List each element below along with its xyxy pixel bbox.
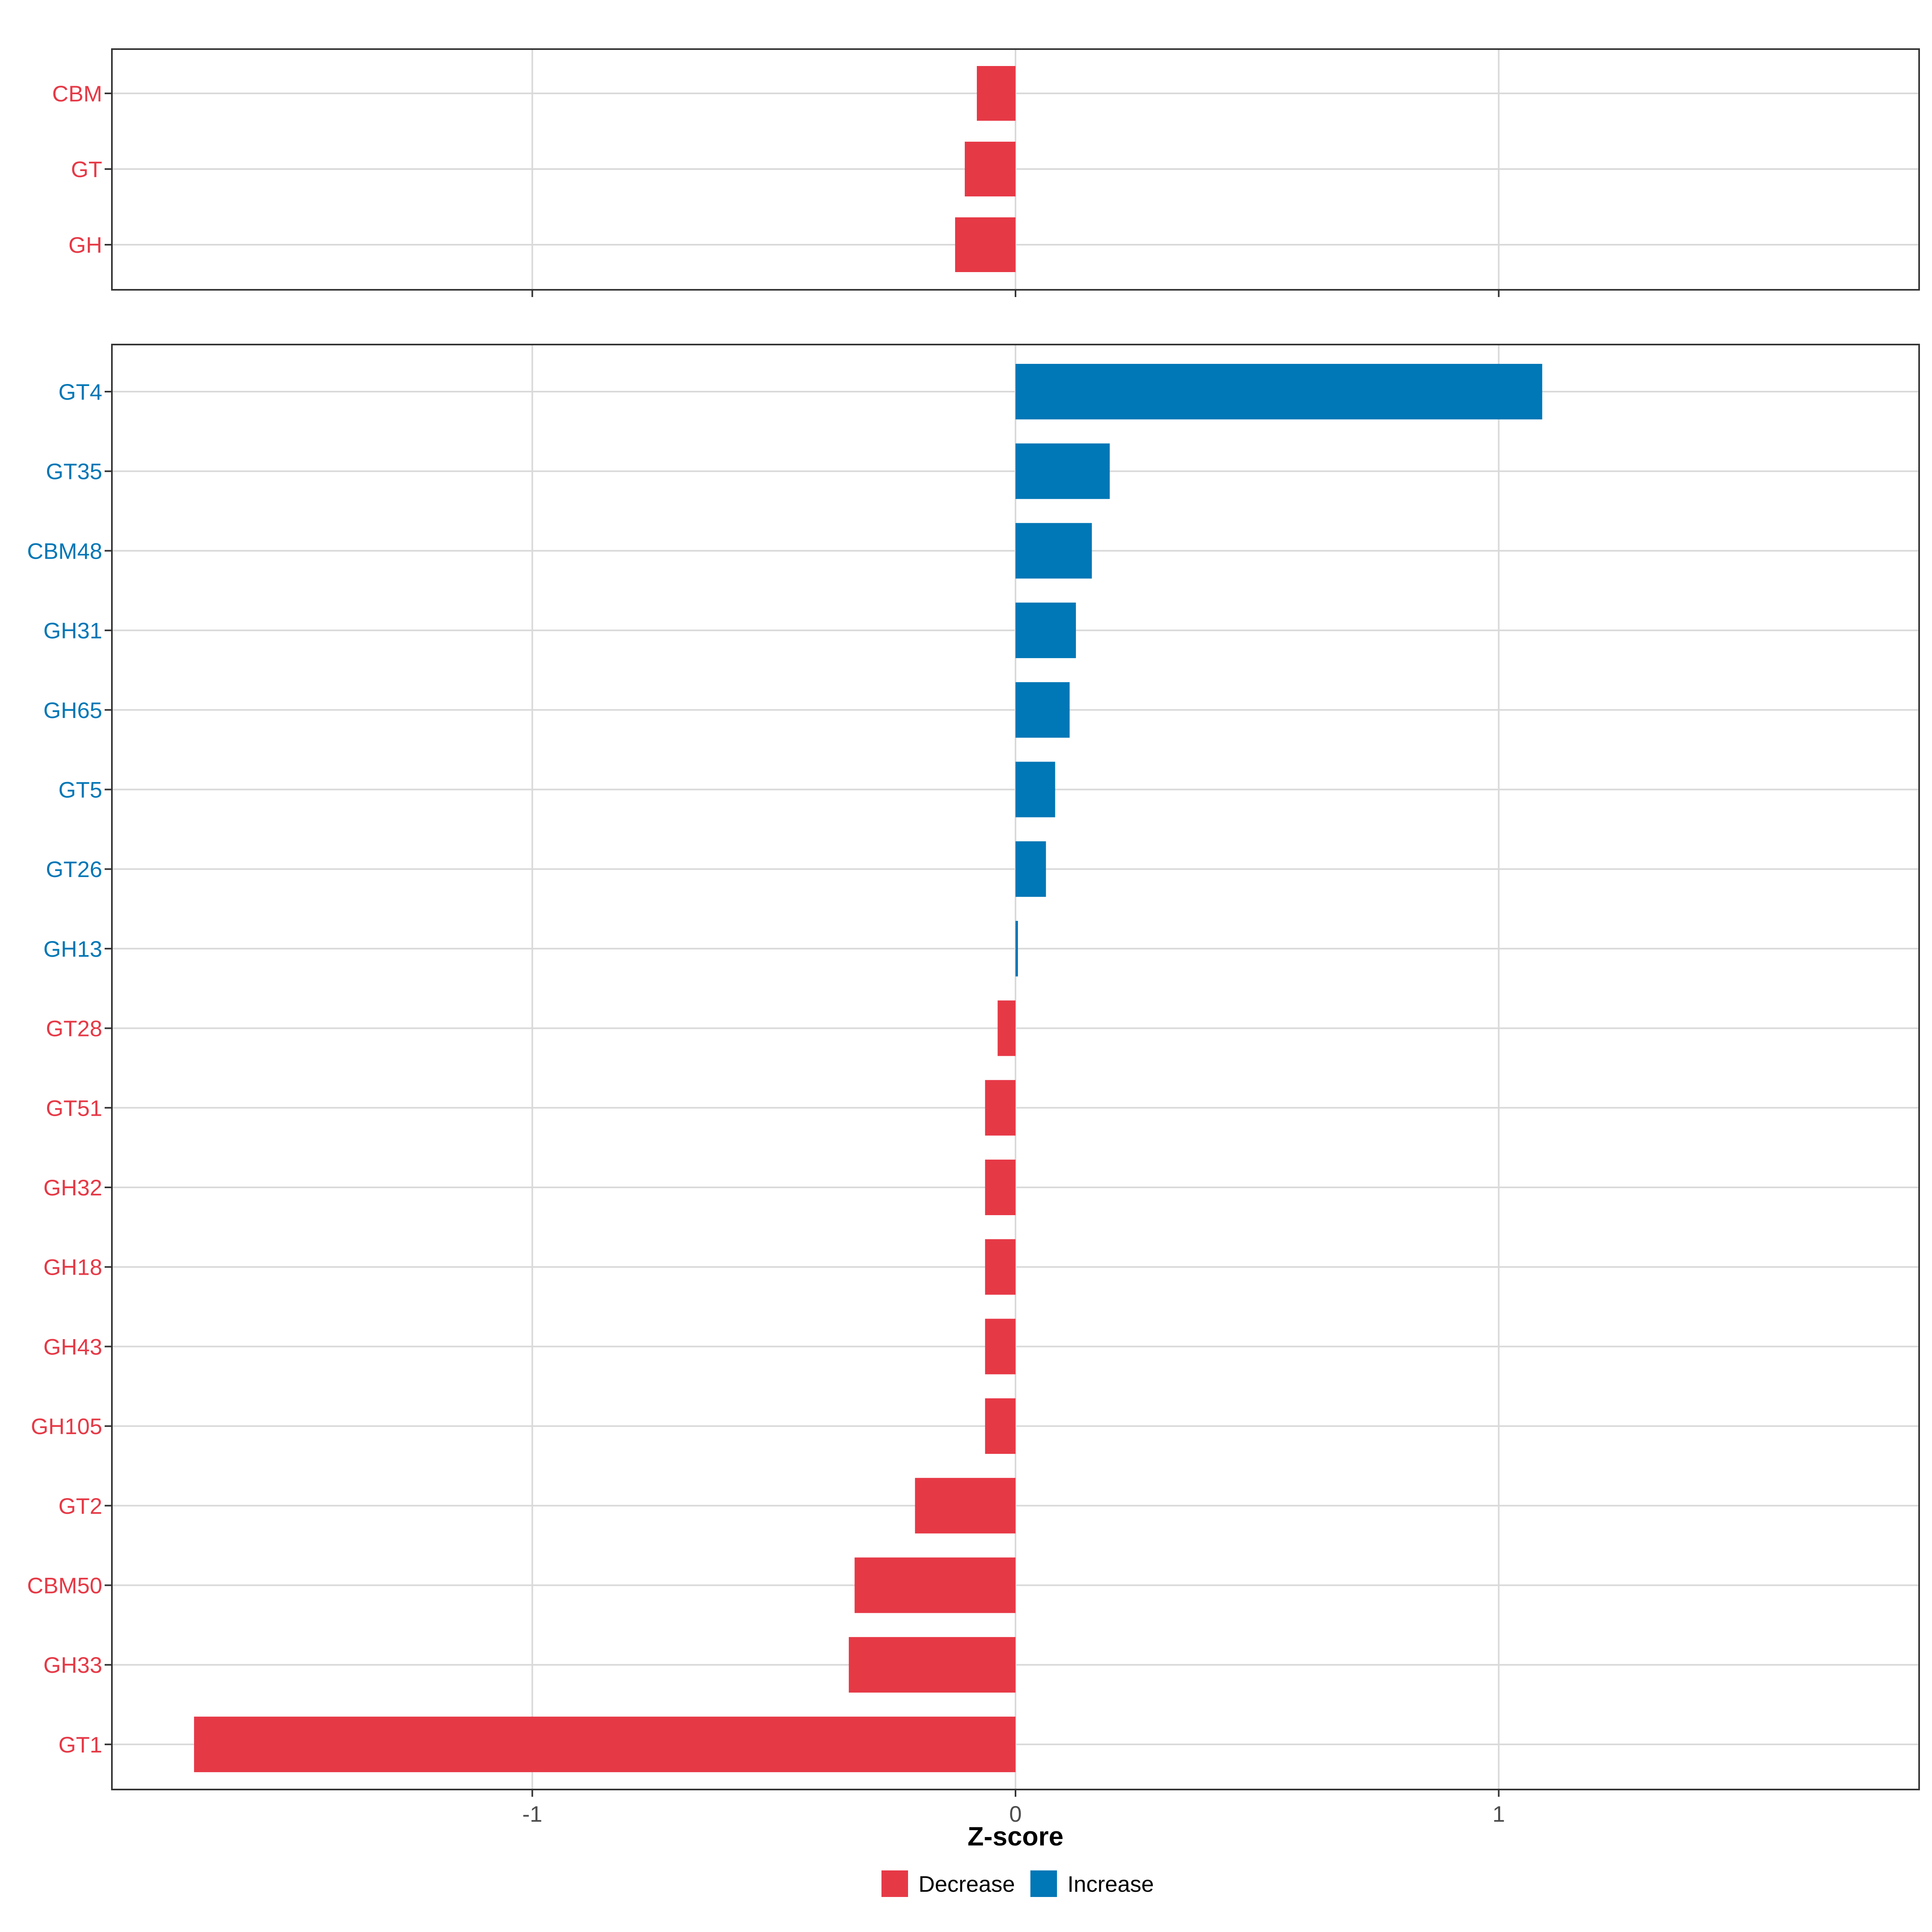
y-tick-label-gh43: GH43 — [43, 1334, 102, 1359]
legend-swatch-increase — [1030, 1870, 1057, 1897]
bar-gh — [955, 217, 1016, 272]
y-tick-label-gh65: GH65 — [43, 698, 102, 723]
y-tick-label-gt: GT — [71, 157, 102, 182]
bar-gh33 — [848, 1637, 1016, 1693]
y-tick-label-gt35: GT35 — [46, 459, 102, 484]
x-axis: -1 0 1 — [522, 1801, 1505, 1827]
y-tick-label-gt5: GT5 — [58, 777, 102, 803]
panel-top: CBM GT GH — [52, 48, 1920, 297]
bar-cbm48 — [1016, 523, 1092, 579]
bar-gh13 — [1016, 921, 1018, 976]
y-tick-label-gt26: GT26 — [46, 857, 102, 882]
y-tick-label-gt2: GT2 — [58, 1493, 102, 1519]
y-tick-label-gh105: GH105 — [31, 1414, 102, 1439]
bar-gt2 — [915, 1478, 1016, 1534]
legend-label-increase: Increase — [1067, 1871, 1154, 1897]
bar-gt51 — [985, 1080, 1016, 1136]
chart-panels: CBMGTGHGT4GT35CBM48GH31GH65GT5GT26GH13GT… — [27, 48, 1920, 1797]
x-tick-label: 1 — [1492, 1801, 1505, 1827]
bar-gt35 — [1016, 443, 1110, 499]
y-tick-label-gt51: GT51 — [46, 1095, 102, 1121]
legend-label-decrease: Decrease — [919, 1871, 1015, 1897]
y-tick-label-gh33: GH33 — [43, 1652, 102, 1678]
y-tick-label-gt4: GT4 — [58, 379, 102, 405]
y-tick-label-gh32: GH32 — [43, 1175, 102, 1200]
y-tick-label-gh: GH — [68, 232, 102, 258]
bar-gh18 — [985, 1239, 1016, 1295]
y-tick-label-gh13: GH13 — [43, 936, 102, 962]
bar-gt — [964, 142, 1016, 196]
bar-gt4 — [1016, 364, 1542, 419]
panel-bottom: GT4 GT35 CBM48 GH31 GH65 GT5 GT26 GH13 GT28 GT51 G… — [27, 344, 1920, 1797]
bar-cbm — [976, 66, 1016, 121]
y-tick-label-gh31: GH31 — [43, 618, 102, 643]
bar-cbm50 — [855, 1557, 1016, 1613]
bar-gh105 — [985, 1398, 1016, 1454]
y-tick-label-cbm: CBM — [52, 81, 102, 106]
bar-gh43 — [985, 1319, 1016, 1375]
x-tick-label: -1 — [522, 1801, 543, 1827]
legend: Decrease Increase — [881, 1870, 1154, 1897]
bar-gt1 — [194, 1716, 1016, 1772]
bar-gt5 — [1016, 762, 1055, 817]
bar-gh65 — [1016, 682, 1070, 738]
bar-gt26 — [1016, 841, 1046, 897]
bar-gh31 — [1016, 603, 1076, 658]
y-tick-label-gt1: GT1 — [58, 1732, 102, 1757]
bar-gt28 — [997, 1000, 1016, 1056]
y-tick-label-gt28: GT28 — [46, 1016, 102, 1041]
x-axis-title: Z-score — [968, 1821, 1063, 1851]
y-tick-label-gh18: GH18 — [43, 1255, 102, 1280]
y-tick-label-cbm50: CBM50 — [27, 1573, 102, 1598]
bar-gh32 — [985, 1160, 1016, 1215]
legend-swatch-decrease — [881, 1870, 908, 1897]
x-tick-label: 0 — [1009, 1801, 1022, 1827]
y-tick-label-cbm48: CBM48 — [27, 538, 102, 564]
